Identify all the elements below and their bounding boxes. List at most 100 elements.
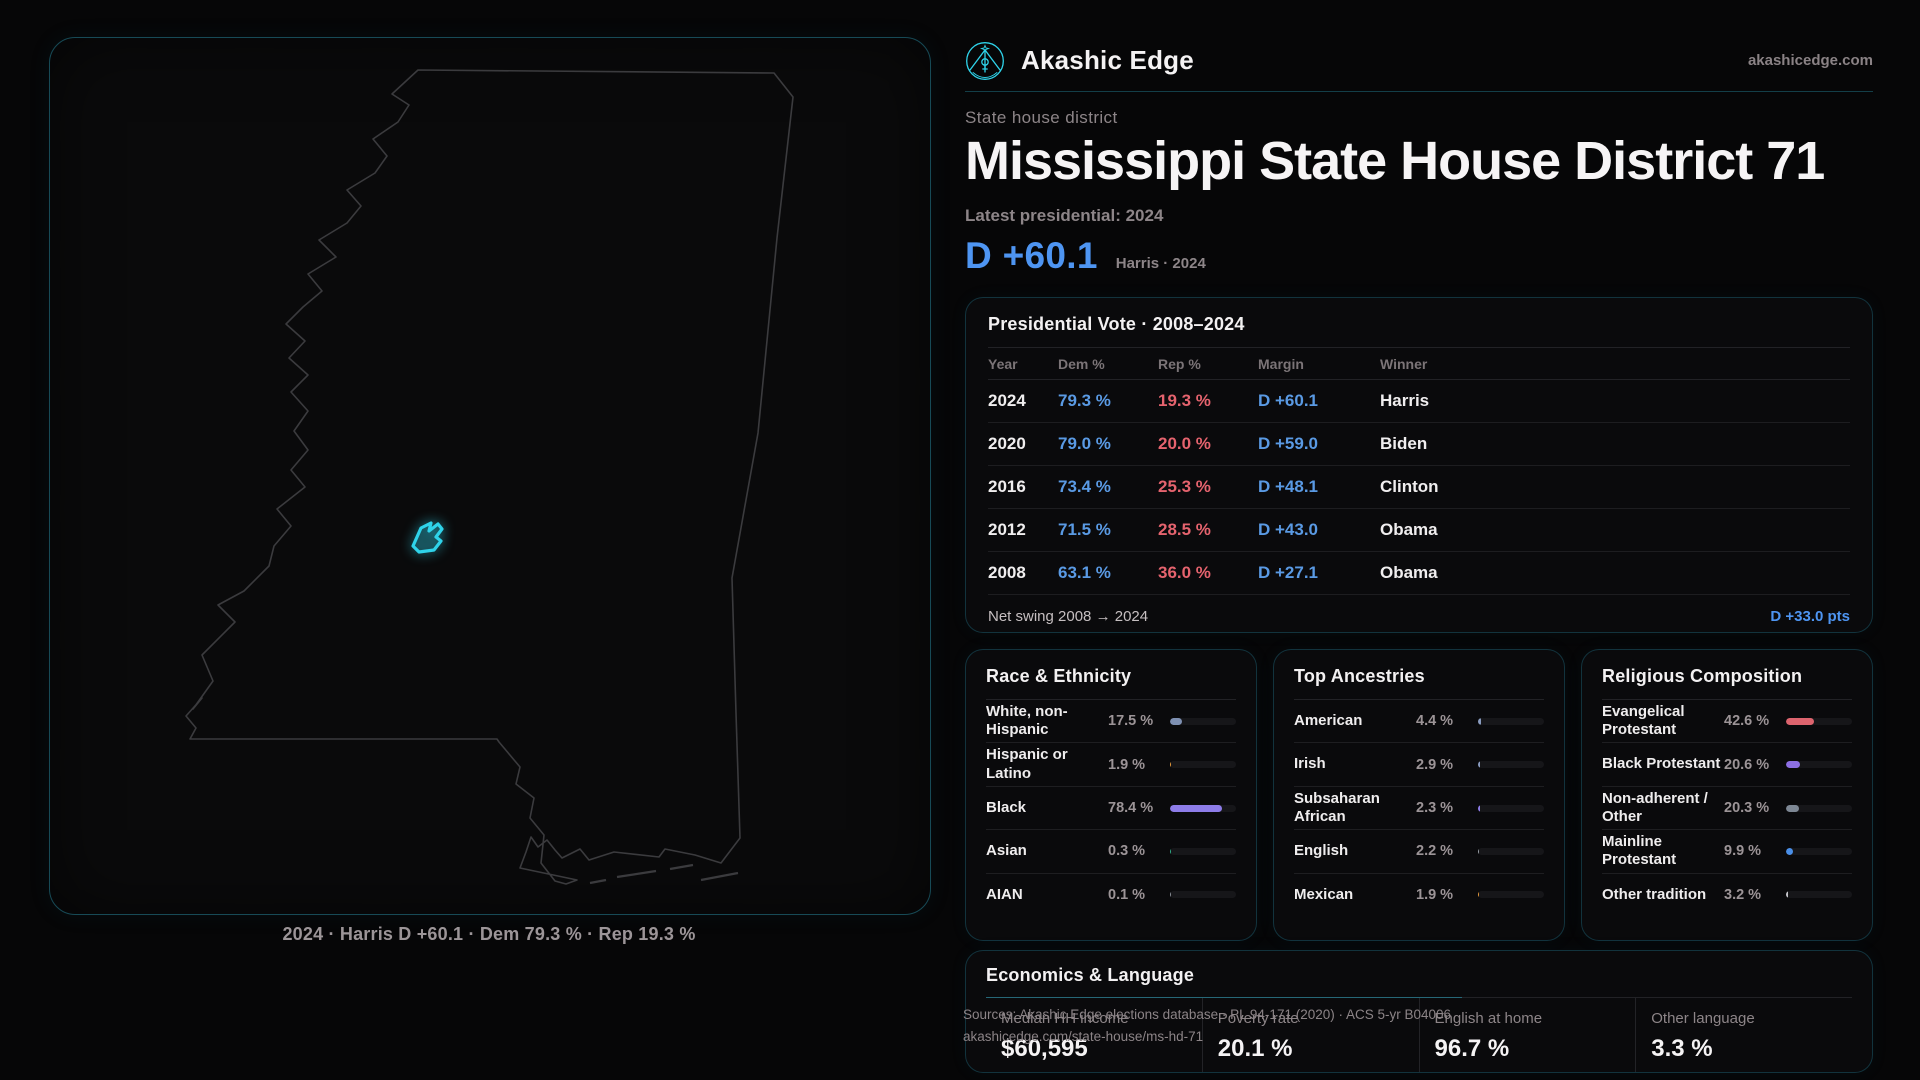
- stat-bar-fill: [1170, 891, 1172, 899]
- net-swing-label: Net swing 2008 → 2024: [988, 607, 1149, 625]
- cell-rep: 28.5 %: [1158, 520, 1211, 539]
- race-ethnicity-panel: Race & Ethnicity White, non-Hispanic 17.5…: [965, 649, 1257, 941]
- brand-name: Akashic Edge: [1021, 45, 1194, 75]
- stat-row: Asian 0.3 %: [986, 829, 1236, 872]
- religion-rows: Evangelical Protestant 42.6 % Black Protes…: [1602, 700, 1852, 916]
- stat-value: 0.1 %: [1108, 886, 1146, 903]
- stat-bar-track: [1170, 847, 1236, 855]
- cell-margin: D +27.1: [1258, 563, 1319, 582]
- stat-bar-fill: [1170, 804, 1222, 812]
- headline-margin-context: Harris · 2024: [1115, 255, 1206, 272]
- stat-row: Evangelical Protestant 42.6 %: [1602, 700, 1852, 742]
- stat-value: 78.4 %: [1108, 800, 1154, 817]
- stat-bar-track: [1478, 717, 1544, 725]
- stat-value: 17.5 %: [1108, 713, 1154, 730]
- stat-bar-track: [1170, 891, 1236, 899]
- stat-value: 2.9 %: [1416, 756, 1454, 773]
- stat-label: Hispanic or Latino: [986, 746, 1068, 782]
- cell-margin: D +43.0: [1258, 520, 1319, 539]
- stat-bar-fill: [1478, 761, 1480, 769]
- table-row: 2020 79.0 % 20.0 % D +59.0 Biden: [988, 422, 1850, 465]
- stat-label: AIAN: [986, 885, 1023, 903]
- stat-row: Hispanic or Latino 1.9 %: [986, 742, 1236, 785]
- economic-stat-label: English at home: [1434, 1010, 1543, 1027]
- stat-label: Irish: [1294, 755, 1326, 773]
- stat-row: Black Protestant 20.6 %: [1602, 742, 1852, 785]
- kicker-label: State house district: [965, 108, 1118, 127]
- cell-winner: Harris: [1380, 391, 1430, 410]
- stat-bar-track: [1786, 891, 1852, 899]
- cell-dem: 73.4 %: [1058, 477, 1111, 496]
- stat-bar-fill: [1786, 804, 1800, 812]
- district-map-panel: [49, 37, 931, 915]
- site-header: Akashic Edge akashicedge.com: [965, 30, 1873, 92]
- stat-bar-fill: [1170, 761, 1172, 769]
- headline-margin-value: D +60.1: [965, 235, 1098, 276]
- cell-dem: 79.3 %: [1058, 391, 1111, 410]
- stat-bar-fill: [1786, 891, 1789, 899]
- economics-stats: Median HH income $60,595 Poverty rate 20.1 …: [986, 998, 1852, 1072]
- stat-bar-track: [1786, 804, 1852, 812]
- top-ancestries-title: Top Ancestries: [1294, 666, 1425, 686]
- ancestries-rows: American 4.4 % Irish 2.9 % Subsaharan Africa…: [1294, 700, 1544, 916]
- map-caption: 2024 · Harris D +60.1 · Dem 79.3 % · Rep…: [282, 924, 696, 944]
- table-row: 2016 73.4 % 25.3 % D +48.1 Clinton: [988, 465, 1850, 508]
- page-title: Mississippi State House District 71: [965, 131, 1825, 191]
- cell-dem: 71.5 %: [1058, 520, 1111, 539]
- cell-year: 2008: [988, 563, 1026, 582]
- stat-label: Asian: [986, 842, 1027, 860]
- divider: [988, 379, 1850, 380]
- stat-label: American: [1294, 712, 1363, 730]
- stat-row: English 2.2 %: [1294, 829, 1544, 872]
- stat-value: 2.2 %: [1416, 843, 1454, 860]
- brand-domain-link[interactable]: akashicedge.com: [1747, 52, 1873, 69]
- col-dem: Dem %: [1058, 355, 1105, 372]
- stat-bar-fill: [1786, 761, 1800, 769]
- stat-value: 1.9 %: [1108, 756, 1146, 773]
- stat-bar-fill: [1478, 891, 1480, 899]
- economic-stat-value: 3.3 %: [1651, 1035, 1713, 1062]
- stat-bar-track: [1170, 761, 1236, 769]
- divider: [988, 347, 1850, 348]
- divider: [1602, 699, 1852, 700]
- economic-stat: Other language 3.3 %: [1636, 998, 1852, 1072]
- col-rep: Rep %: [1158, 355, 1201, 372]
- stat-row: AIAN 0.1 %: [986, 872, 1236, 916]
- district-71-shape[interactable]: [411, 521, 444, 554]
- col-winner: Winner: [1380, 355, 1428, 372]
- stat-bar-track: [1170, 804, 1236, 812]
- stat-label: Subsaharan African: [1294, 789, 1380, 826]
- economics-language-title: Economics & Language: [986, 965, 1195, 985]
- economic-stat: English at home 96.7 %: [1420, 998, 1637, 1072]
- stat-row: Mexican 1.9 %: [1294, 872, 1544, 916]
- cell-dem: 63.1 %: [1058, 563, 1111, 582]
- top-ancestries-panel: Top Ancestries American 4.4 % Irish 2.9 % Su…: [1273, 649, 1565, 941]
- cell-year: 2016: [988, 477, 1026, 496]
- net-swing-value: D +33.0 pts: [1770, 607, 1850, 625]
- economic-stat-value: 96.7 %: [1434, 1035, 1510, 1062]
- economic-stat: Median HH income $60,595: [986, 998, 1203, 1072]
- economic-stat: Poverty rate 20.1 %: [1203, 998, 1420, 1072]
- stat-label: Evangelical Protestant: [1602, 702, 1685, 739]
- cell-margin: D +48.1: [1258, 477, 1319, 496]
- source-url-link[interactable]: akashicedge.com/state-house/ms-hd-71: [963, 1029, 1204, 1044]
- stat-value: 3.2 %: [1724, 886, 1762, 903]
- stat-label: Non-adherent / Other: [1602, 789, 1708, 826]
- col-year: Year: [988, 355, 1018, 372]
- latest-presidential-label: Latest presidential: 2024: [965, 206, 1164, 225]
- table-body: 2024 79.3 % 19.3 % D +60.1 Harris 2020 79.0 % 2…: [988, 380, 1850, 594]
- stat-bar-fill: [1478, 804, 1480, 812]
- religious-composition-title: Religious Composition: [1602, 666, 1803, 686]
- stat-bar-fill: [1170, 717, 1182, 725]
- stat-value: 20.3 %: [1724, 800, 1770, 817]
- cell-rep: 19.3 %: [1158, 391, 1211, 410]
- cell-winner: Biden: [1380, 434, 1428, 453]
- stat-value: 4.4 %: [1416, 713, 1454, 730]
- stat-bar-track: [1478, 891, 1544, 899]
- stat-value: 0.3 %: [1108, 843, 1146, 860]
- sources-footer: Sources: Akashic Edge elections database…: [963, 1004, 1523, 1048]
- stat-bar-track: [1786, 761, 1852, 769]
- stat-label: White, non-Hispanic: [986, 702, 1068, 739]
- stat-row: Subsaharan African 2.3 %: [1294, 785, 1544, 829]
- divider: [1294, 699, 1544, 700]
